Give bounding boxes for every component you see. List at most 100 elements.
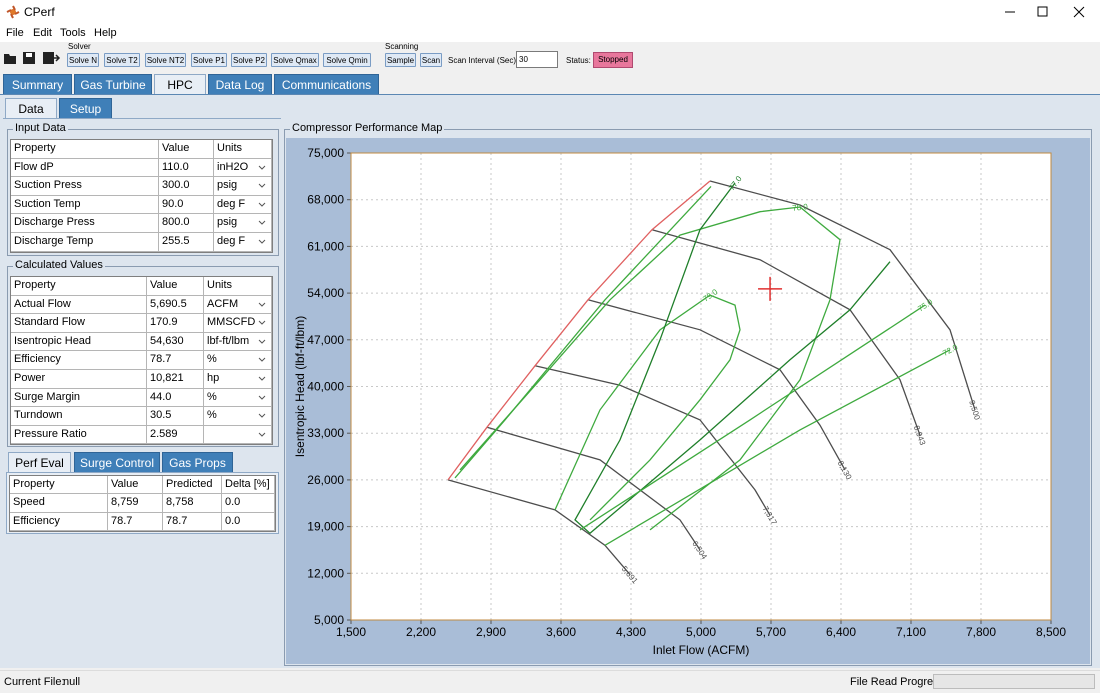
- value-cell[interactable]: 44.0: [147, 388, 204, 408]
- solver-button[interactable]: Solve P1: [191, 53, 227, 67]
- y-tick-label: 19,000: [307, 520, 344, 534]
- solver-button[interactable]: Solve Qmin: [323, 53, 371, 67]
- menu-item[interactable]: File: [6, 27, 24, 39]
- sub-tab[interactable]: Setup: [59, 98, 112, 118]
- main-tabs: Summary Gas Turbine HPC Data Log Communicati…: [0, 74, 1100, 94]
- dropdown-arrow[interactable]: [258, 302, 266, 308]
- dropdown-chevron[interactable]: [258, 239, 266, 244]
- scan-interval-input[interactable]: 30: [516, 51, 558, 68]
- y-tick-label: 68,000: [307, 193, 344, 207]
- perf-tab[interactable]: Perf Eval: [8, 452, 71, 472]
- scan-button[interactable]: Scan: [420, 53, 442, 67]
- dropdown-chevron[interactable]: [258, 202, 266, 207]
- progress-bar: [933, 674, 1095, 689]
- dropdown-arrow[interactable]: [258, 339, 266, 345]
- value-cell[interactable]: 255.5: [159, 233, 214, 252]
- menu-item[interactable]: Tools: [60, 27, 86, 39]
- units-dropdown[interactable]: ACFM: [204, 295, 272, 315]
- dropdown-arrow[interactable]: [258, 239, 266, 245]
- dropdown-arrow[interactable]: [258, 165, 266, 171]
- value-cell: 0.0: [222, 494, 275, 513]
- dropdown-chevron[interactable]: [258, 320, 266, 325]
- value-cell[interactable]: 78.7: [108, 512, 163, 531]
- dropdown-chevron[interactable]: [258, 413, 266, 418]
- value-cell: 0.0: [222, 512, 275, 531]
- y-tick-label: 40,000: [307, 380, 344, 394]
- value-cell[interactable]: 54,630: [147, 332, 204, 352]
- dropdown-chevron[interactable]: [258, 302, 266, 307]
- y-tick-label: 54,000: [307, 286, 344, 300]
- dropdown-chevron[interactable]: [258, 165, 266, 170]
- close-icon[interactable]: [1073, 6, 1085, 18]
- save-as-icon[interactable]: [43, 52, 54, 64]
- units-dropdown[interactable]: deg F: [214, 195, 272, 215]
- solver-button[interactable]: Solve Qmax: [271, 53, 319, 67]
- dropdown-arrow[interactable]: [258, 183, 266, 189]
- dropdown-arrow[interactable]: [258, 320, 266, 326]
- dropdown-chevron[interactable]: [258, 395, 266, 400]
- tab[interactable]: Gas Turbine: [74, 74, 152, 94]
- current-file-label: Current File:: [4, 676, 65, 688]
- perf-tab[interactable]: Gas Props: [162, 452, 233, 472]
- tab[interactable]: HPC: [154, 74, 206, 94]
- performance-curve: [574, 182, 891, 535]
- units-dropdown[interactable]: MMSCFD: [204, 314, 272, 333]
- perf-tab[interactable]: Surge Control: [74, 452, 160, 472]
- dropdown-arrow[interactable]: [258, 357, 266, 363]
- value-cell: 8,758: [163, 494, 222, 513]
- menu-item[interactable]: Help: [94, 27, 117, 39]
- value-cell[interactable]: 10,821: [147, 370, 204, 389]
- units-dropdown[interactable]: lbf-ft/lbm: [204, 332, 272, 352]
- dropdown-chevron[interactable]: [258, 376, 266, 381]
- tab[interactable]: Summary: [3, 74, 72, 94]
- window-title: CPerf: [24, 5, 55, 19]
- group-title: Calculated Values: [13, 259, 105, 271]
- dropdown-arrow[interactable]: [258, 432, 266, 438]
- dropdown-arrow[interactable]: [258, 202, 266, 208]
- value-cell[interactable]: 170.9: [147, 314, 204, 333]
- units-dropdown[interactable]: %: [204, 351, 272, 370]
- value-cell[interactable]: 90.0: [159, 195, 214, 215]
- dropdown-chevron[interactable]: [258, 339, 266, 344]
- tab[interactable]: Communications: [274, 74, 379, 94]
- dropdown-arrow[interactable]: [258, 413, 266, 419]
- value-cell[interactable]: 30.5: [147, 407, 204, 426]
- sub-tab[interactable]: Data: [5, 98, 57, 118]
- dropdown-arrow[interactable]: [258, 395, 266, 401]
- solver-button[interactable]: Solve NT2: [145, 53, 186, 67]
- solver-button[interactable]: Solve P2: [231, 53, 267, 67]
- y-tick-label: 47,000: [307, 333, 344, 347]
- dropdown-arrow[interactable]: [258, 376, 266, 382]
- units-dropdown[interactable]: %: [204, 388, 272, 408]
- open-icon[interactable]: [4, 54, 16, 64]
- units-dropdown[interactable]: inH2O: [214, 158, 272, 178]
- maximize-icon[interactable]: [1037, 6, 1048, 17]
- solver-button[interactable]: Solve T2: [104, 53, 140, 67]
- property-cell: Speed: [10, 494, 108, 513]
- group-title: Input Data: [13, 122, 68, 134]
- value-cell[interactable]: 8,759: [108, 494, 163, 513]
- scan-button[interactable]: Sample: [385, 53, 416, 67]
- window-controls[interactable]: [1000, 0, 1100, 24]
- value-cell[interactable]: 110.0: [159, 158, 214, 178]
- value-cell[interactable]: 800.0: [159, 214, 214, 233]
- value-cell[interactable]: 300.0: [159, 177, 214, 196]
- units-dropdown[interactable]: psig: [214, 177, 272, 196]
- solver-button[interactable]: Solve N: [67, 53, 99, 67]
- units-dropdown[interactable]: hp: [204, 370, 272, 389]
- value-cell[interactable]: 78.7: [147, 351, 204, 370]
- dropdown-chevron[interactable]: [258, 432, 266, 437]
- menu-item[interactable]: Edit: [33, 27, 52, 39]
- value-cell[interactable]: 5,690.5: [147, 295, 204, 315]
- units-dropdown[interactable]: deg F: [214, 233, 272, 252]
- value-cell[interactable]: 2.589: [147, 425, 204, 445]
- units-dropdown[interactable]: %: [204, 407, 272, 426]
- units-dropdown[interactable]: [204, 425, 272, 445]
- dropdown-chevron[interactable]: [258, 358, 266, 363]
- tab[interactable]: Data Log: [208, 74, 272, 94]
- column-header: Property: [11, 140, 159, 159]
- dropdown-chevron[interactable]: [258, 221, 266, 226]
- units-dropdown[interactable]: psig: [214, 214, 272, 233]
- dropdown-chevron[interactable]: [258, 183, 266, 188]
- dropdown-arrow[interactable]: [258, 220, 266, 226]
